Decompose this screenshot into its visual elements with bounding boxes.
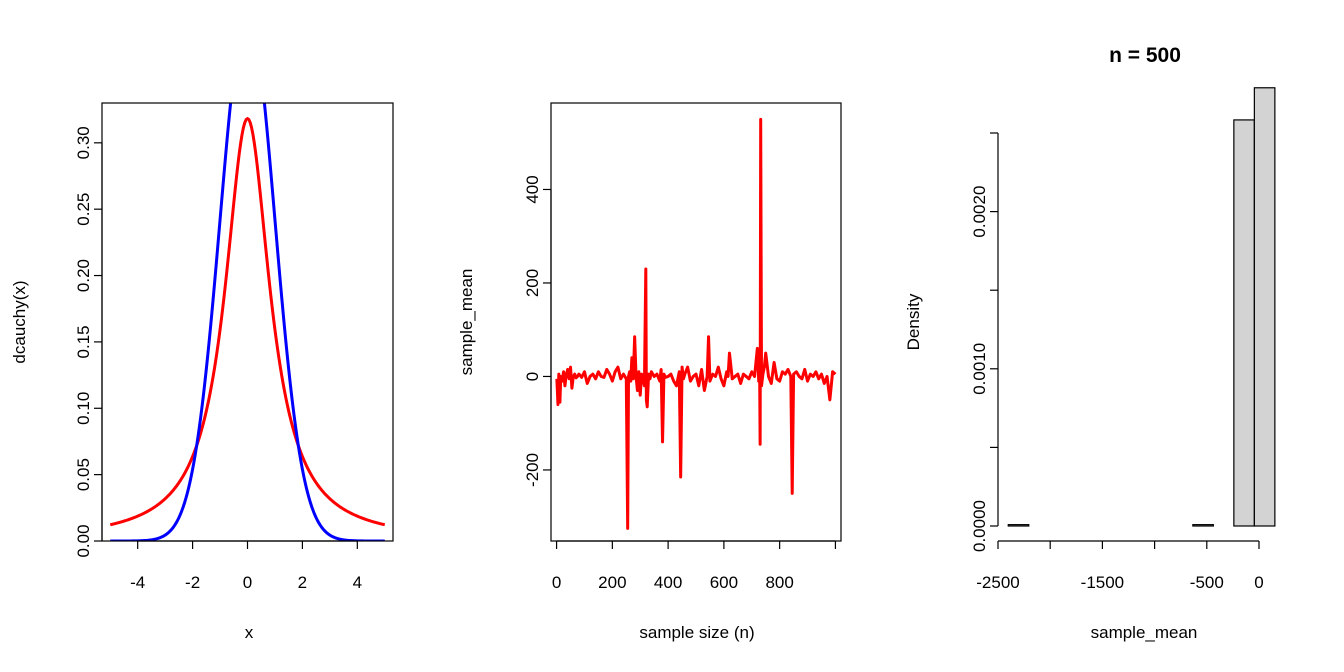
histogram-y-tick-label: 0.0000 <box>970 500 989 552</box>
histogram-y-tick-label: 0.0020 <box>970 186 989 238</box>
density-y-tick-label: 0.15 <box>74 325 93 358</box>
sample-mean-x-tick-label: 800 <box>765 573 793 592</box>
density-x-tick-label: 0 <box>243 573 252 592</box>
sample-mean-x-tick-label: 600 <box>710 573 738 592</box>
histogram-bar <box>1253 87 1276 527</box>
sample-mean-y-tick-label: 200 <box>523 269 542 297</box>
sample-mean-x-tick-label: 200 <box>598 573 626 592</box>
sample-mean-panel: sample_mean sample size (n) -200 0 200 400 0… <box>457 102 842 642</box>
normal-density-line <box>110 103 385 541</box>
density-x-tick-label: -2 <box>185 573 200 592</box>
sample-mean-y-tick-label: 400 <box>523 175 542 203</box>
sample-mean-y-tick-label: 0 <box>523 372 542 381</box>
histogram-x-tick-label: -1500 <box>1081 573 1124 592</box>
sample-mean-panel-y-axis-title: sample_mean <box>457 269 476 376</box>
histogram-y-axis-title: Density <box>904 293 923 350</box>
density-y-tick-label: 0.25 <box>74 193 93 226</box>
histogram-bar <box>1233 119 1255 527</box>
sample-mean-line <box>555 117 837 530</box>
cauchy-density-line <box>109 117 386 527</box>
density-y-tick-label: 0.30 <box>74 126 93 159</box>
density-plot-box <box>101 102 394 542</box>
sample-mean-y-tick-label: -200 <box>523 453 542 487</box>
density-y-tick-label: 0.05 <box>74 458 93 491</box>
density-curves <box>109 103 386 541</box>
histogram-bar <box>1007 524 1030 527</box>
histogram-x-tick-label: -500 <box>1190 573 1224 592</box>
sample-mean-x-tick-label: 400 <box>654 573 682 592</box>
histogram-panel: n = 500 Density sample_mean 0.0000 0.0010… <box>904 44 1276 642</box>
histogram-x-axis-title: sample_mean <box>1091 623 1198 642</box>
density-panel-x-axis-title: x <box>245 623 254 642</box>
histogram-x-tick-label: -2500 <box>976 573 1019 592</box>
density-x-tick-label: -4 <box>130 573 145 592</box>
sample-mean-panel-x-axis-title: sample size (n) <box>639 623 754 642</box>
density-x-tick-label: 2 <box>298 573 307 592</box>
histogram-x-tick-label: 0 <box>1254 573 1263 592</box>
histogram-y-tick-label: 0.0010 <box>970 343 989 395</box>
histogram-title: n = 500 <box>1109 44 1181 67</box>
sample-mean-x-tick-label: 0 <box>552 573 561 592</box>
density-panel-y-axis-title: dcauchy(x) <box>10 280 29 363</box>
density-x-tick-label: 4 <box>353 573 362 592</box>
density-comparison-panel: dcauchy(x) x 0.00 0.05 0.10 0.15 0.20 0.25 0.3… <box>10 102 394 642</box>
sample-mean-plot-box <box>550 102 842 542</box>
density-y-tick-label: 0.20 <box>74 259 93 292</box>
density-y-tick-label: 0.10 <box>74 392 93 425</box>
density-y-tick-label: 0.00 <box>74 524 93 557</box>
histogram-bar <box>1192 524 1214 527</box>
